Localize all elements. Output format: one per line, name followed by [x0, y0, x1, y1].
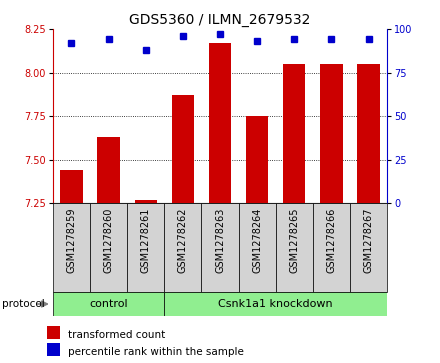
- Text: GSM1278260: GSM1278260: [103, 208, 114, 273]
- Bar: [320, 64, 343, 203]
- Bar: [350, 203, 387, 292]
- Bar: [60, 170, 83, 203]
- Bar: [357, 64, 380, 203]
- Bar: [246, 116, 268, 203]
- Bar: [209, 43, 231, 203]
- Bar: [238, 203, 276, 292]
- Bar: [48, 326, 60, 339]
- Text: GSM1278262: GSM1278262: [178, 208, 188, 273]
- Text: control: control: [89, 299, 128, 309]
- Text: GSM1278266: GSM1278266: [326, 208, 337, 273]
- Bar: [313, 203, 350, 292]
- Text: GSM1278259: GSM1278259: [66, 208, 77, 273]
- Text: percentile rank within the sample: percentile rank within the sample: [68, 347, 244, 357]
- Bar: [283, 64, 305, 203]
- Text: GSM1278265: GSM1278265: [290, 208, 299, 273]
- Text: GSM1278263: GSM1278263: [215, 208, 225, 273]
- Text: protocol: protocol: [2, 299, 45, 309]
- Bar: [172, 95, 194, 203]
- Bar: [53, 292, 164, 316]
- Text: GSM1278261: GSM1278261: [141, 208, 150, 273]
- Text: Csnk1a1 knockdown: Csnk1a1 knockdown: [218, 299, 333, 309]
- Bar: [135, 200, 157, 203]
- Bar: [97, 137, 120, 203]
- Text: GSM1278267: GSM1278267: [363, 208, 374, 273]
- Bar: [164, 203, 202, 292]
- Bar: [164, 292, 387, 316]
- Text: transformed count: transformed count: [68, 330, 165, 340]
- Bar: [127, 203, 164, 292]
- Text: GSM1278264: GSM1278264: [252, 208, 262, 273]
- Title: GDS5360 / ILMN_2679532: GDS5360 / ILMN_2679532: [129, 13, 311, 26]
- Bar: [276, 203, 313, 292]
- Bar: [48, 343, 60, 356]
- Bar: [90, 203, 127, 292]
- Bar: [202, 203, 238, 292]
- Bar: [53, 203, 90, 292]
